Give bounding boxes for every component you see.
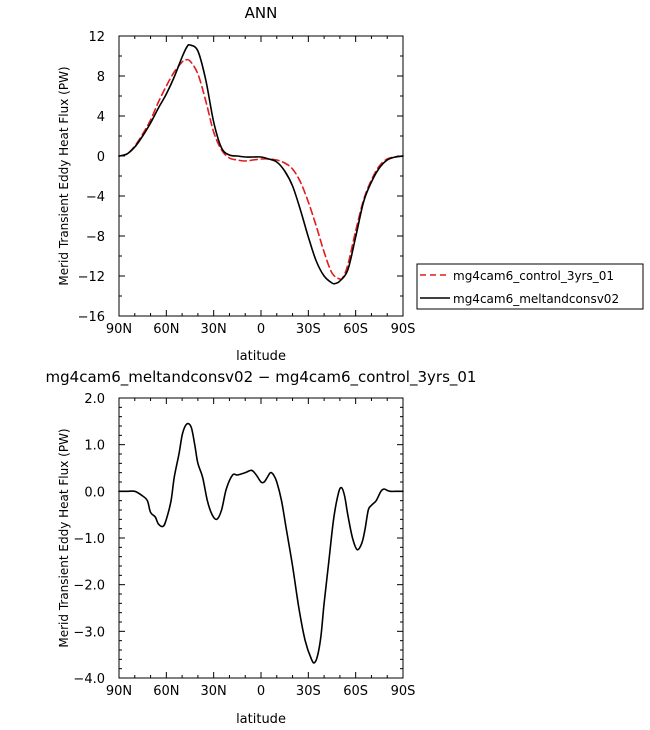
top-chart-xtick-label: 30S: [296, 322, 321, 337]
bottom-chart-frame: [118, 397, 404, 679]
top-chart-ytick-label: 4: [97, 110, 105, 125]
bottom-chart-xtick-label: 90N: [106, 684, 132, 699]
bottom-chart-xtick-label: 30S: [296, 684, 321, 699]
legend-label-meltandconsv: mg4cam6_meltandconsv02: [453, 292, 619, 306]
top-chart-ticks: 90N 60N 30N 0 30S 60S 90S −16 −12 −8 −4 0 4 8 12: [78, 30, 416, 337]
bottom-chart-xtick-label: 90S: [391, 684, 416, 699]
top-chart-ytick-label: −16: [78, 310, 105, 325]
top-chart-xtick-label: 0: [257, 322, 265, 337]
legend-label-control: mg4cam6_control_3yrs_01: [453, 269, 614, 283]
bottom-chart-ytick-label: −3.0: [73, 625, 105, 640]
bottom-chart-ylabel: Merid Transient Eddy Heat Flux (PW): [57, 428, 71, 647]
top-chart-xtick-label: 90S: [391, 322, 416, 337]
top-chart-title: ANN: [245, 4, 278, 22]
top-chart-frame: [118, 35, 404, 317]
bottom-chart-ticks: 90N 60N 30N 0 30S 60S 90S −4.0 −3.0 −2.0 −1.0 0.0 1.…: [73, 392, 415, 699]
top-chart-xtick-label: 60N: [153, 322, 179, 337]
top-chart-legend: mg4cam6_control_3yrs_01 mg4cam6_meltandc…: [416, 263, 644, 310]
bottom-chart-series-line-0: [118, 422, 404, 664]
bottom-chart-ytick-label: 0.0: [84, 485, 105, 500]
bottom-chart-ytick-label: −1.0: [73, 532, 105, 547]
top-chart-xtick-label: 30N: [201, 322, 227, 337]
legend-box: [416, 263, 644, 310]
top-chart-ytick-label: 0: [97, 150, 105, 165]
top-chart-xtick-label: 90N: [106, 322, 132, 337]
bottom-chart-xtick-label: 0: [257, 684, 265, 699]
bottom-chart-panel: mg4cam6_meltandconsv02 − mg4cam6_control…: [46, 368, 477, 727]
bottom-chart-xtick-label: 60N: [153, 684, 179, 699]
top-chart-panel: ANN Merid Transient Eddy Heat Flux (PW) …: [57, 4, 415, 364]
bottom-chart-lines: [118, 422, 404, 664]
top-chart-ytick-label: 12: [88, 30, 105, 45]
bottom-chart-xlabel: latitude: [236, 712, 286, 727]
bottom-chart-ytick-label: 2.0: [84, 392, 105, 407]
bottom-chart-ytick-label: 1.0: [84, 439, 105, 454]
bottom-chart-ytick-label: −2.0: [73, 579, 105, 594]
top-chart-series-line-1: [118, 43, 404, 285]
top-chart-lines: [118, 43, 404, 285]
top-chart-xlabel: latitude: [236, 349, 286, 364]
top-chart-ytick-label: 8: [97, 70, 105, 85]
top-chart-ytick-label: −4: [86, 190, 105, 205]
bottom-chart-title: mg4cam6_meltandconsv02 − mg4cam6_control…: [46, 368, 477, 387]
bottom-chart-ytick-label: −4.0: [73, 672, 105, 687]
top-chart-ytick-label: −8: [86, 230, 105, 245]
top-chart-series-line-0: [118, 58, 404, 281]
bottom-chart-xtick-label: 30N: [201, 684, 227, 699]
top-chart-xtick-label: 60S: [343, 322, 368, 337]
bottom-chart-xtick-label: 60S: [343, 684, 368, 699]
top-chart-ytick-label: −12: [78, 270, 105, 285]
top-chart-ylabel: Merid Transient Eddy Heat Flux (PW): [57, 66, 71, 285]
